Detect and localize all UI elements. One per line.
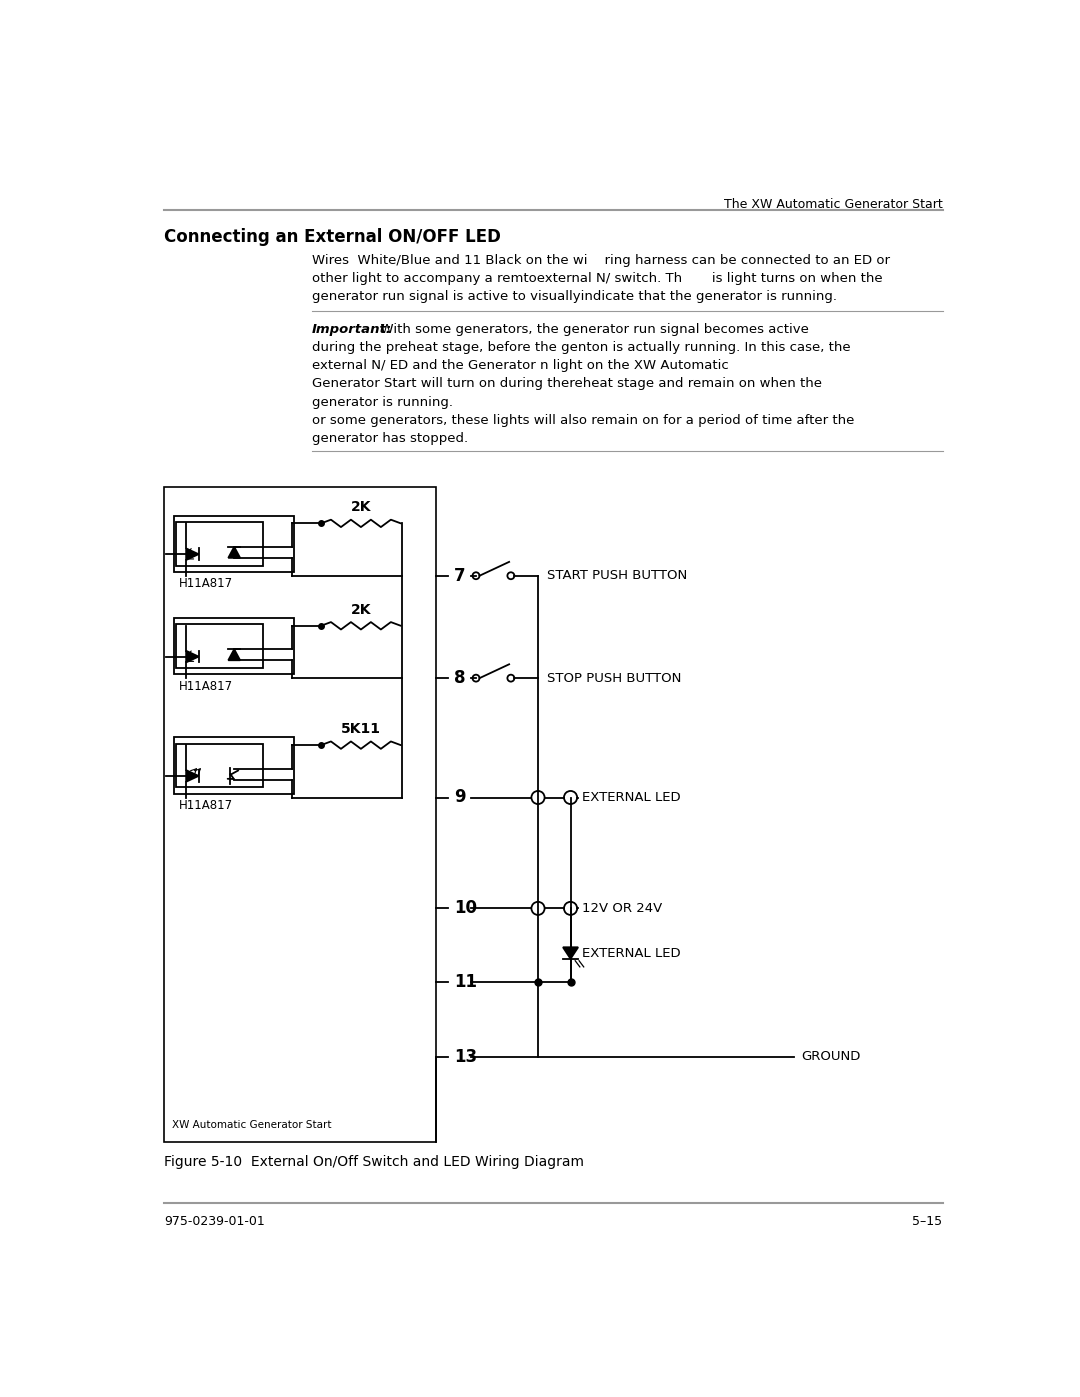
Text: Generator Start will turn on during thereheat stage and remain on when the: Generator Start will turn on during ther… (312, 377, 822, 391)
Text: or some generators, these lights will also remain on for a period of time after : or some generators, these lights will al… (312, 414, 854, 426)
Text: H11A817: H11A817 (178, 680, 232, 693)
Text: 5K11: 5K11 (341, 722, 381, 736)
Text: 8: 8 (455, 669, 465, 687)
Text: With some generators, the generator run signal becomes active: With some generators, the generator run … (373, 323, 809, 337)
Bar (174, 617, 294, 675)
Text: Wires  White/Blue and 11 Black on the wi    ring harness can be connected to an : Wires White/Blue and 11 Black on the wi … (312, 254, 890, 267)
Polygon shape (563, 947, 578, 958)
Polygon shape (228, 546, 240, 557)
Bar (174, 515, 294, 571)
Polygon shape (186, 770, 199, 782)
Text: generator is running.: generator is running. (312, 395, 453, 408)
Text: 975-0239-01-01: 975-0239-01-01 (164, 1215, 266, 1228)
Text: H11A817: H11A817 (178, 799, 232, 812)
Text: 9: 9 (455, 788, 465, 806)
Text: The XW Automatic Generator Start: The XW Automatic Generator Start (724, 198, 943, 211)
Bar (176, 743, 262, 788)
Bar (164, 488, 435, 1141)
Text: 12V OR 24V: 12V OR 24V (582, 902, 662, 915)
Bar (176, 624, 262, 668)
Text: H11A817: H11A817 (178, 577, 232, 591)
Text: other light to accompany a remtoexternal N/ switch. Th       is light turns on w: other light to accompany a remtoexternal… (312, 272, 882, 285)
Text: STOP PUSH BUTTON: STOP PUSH BUTTON (548, 672, 681, 685)
Polygon shape (186, 651, 199, 662)
Text: Figure 5-10  External On/Off Switch and LED Wiring Diagram: Figure 5-10 External On/Off Switch and L… (164, 1155, 584, 1169)
Text: 5–15: 5–15 (913, 1215, 943, 1228)
Text: 10: 10 (455, 900, 477, 918)
Text: during the preheat stage, before the genton is actually running. In this case, t: during the preheat stage, before the gen… (312, 341, 850, 355)
Text: START PUSH BUTTON: START PUSH BUTTON (548, 569, 688, 583)
Text: GROUND: GROUND (801, 1051, 861, 1063)
Bar (176, 522, 262, 566)
Polygon shape (186, 549, 199, 560)
Text: generator run signal is active to visuallyindicate that the generator is running: generator run signal is active to visual… (312, 291, 837, 303)
Text: EXTERNAL LED: EXTERNAL LED (582, 947, 680, 960)
Text: Connecting an External ON/OFF LED: Connecting an External ON/OFF LED (164, 228, 501, 246)
Text: generator has stopped.: generator has stopped. (312, 432, 468, 444)
Polygon shape (228, 650, 240, 661)
Text: Important:: Important: (312, 323, 392, 337)
Text: 2K: 2K (351, 500, 372, 514)
Bar (174, 738, 294, 793)
Text: external N/ ED and the Generator n light on the XW Automatic: external N/ ED and the Generator n light… (312, 359, 728, 373)
Text: 2K: 2K (351, 602, 372, 616)
Text: 13: 13 (455, 1048, 477, 1066)
Text: 11: 11 (455, 974, 477, 992)
Text: EXTERNAL LED: EXTERNAL LED (582, 791, 680, 805)
Text: 7: 7 (455, 567, 465, 585)
Text: XW Automatic Generator Start: XW Automatic Generator Start (172, 1120, 332, 1130)
